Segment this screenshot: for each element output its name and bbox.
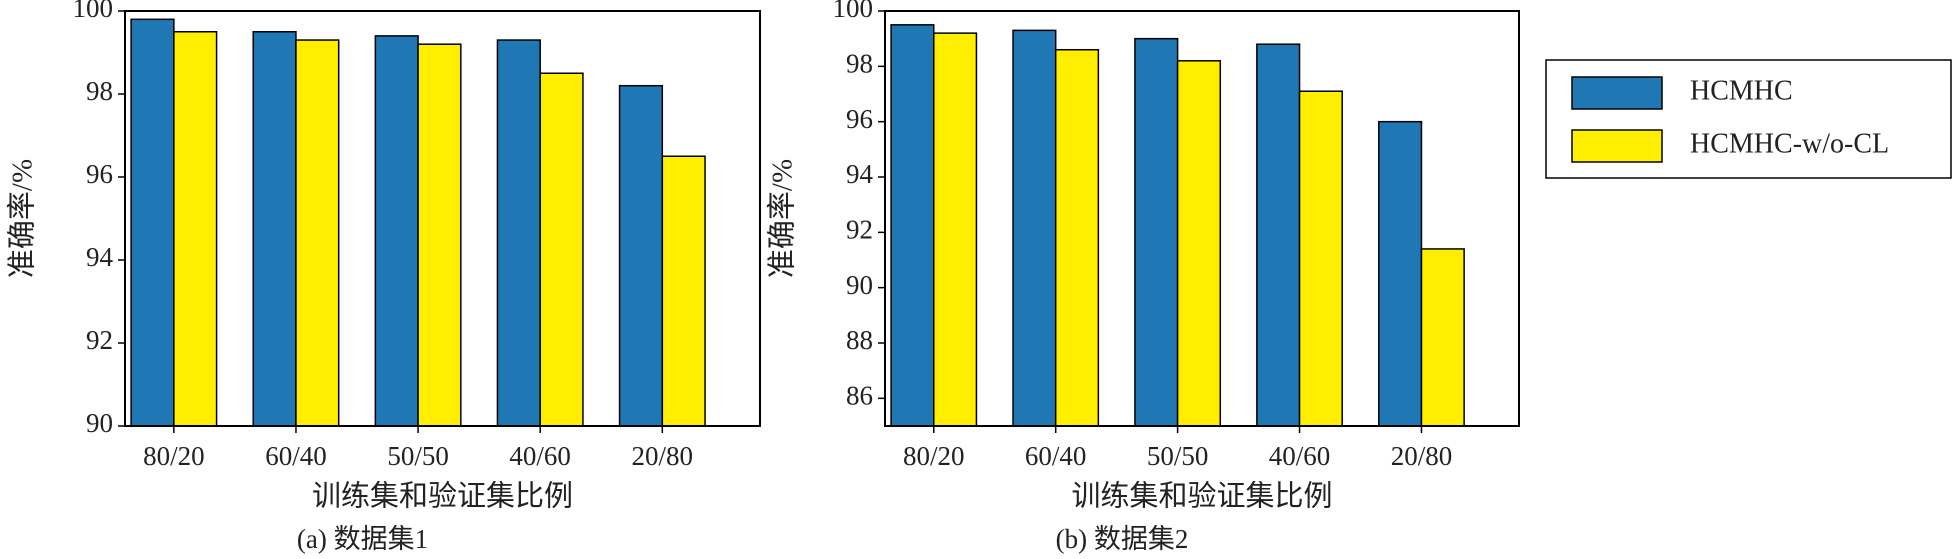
bar — [1134, 37, 1179, 427]
bar — [417, 43, 462, 427]
legend-swatch — [1571, 129, 1663, 163]
y-tick-label: 100 — [833, 0, 874, 23]
x-tick-label: 20/80 — [632, 441, 694, 471]
x-tick-label: 80/20 — [903, 441, 965, 471]
y-tick-label: 94 — [86, 242, 114, 272]
x-tick-label: 40/60 — [509, 441, 571, 471]
y-tick-label: 86 — [846, 381, 873, 411]
bar — [1298, 90, 1343, 427]
bar — [295, 39, 340, 427]
x-tick-label: 50/50 — [387, 441, 449, 471]
y-tick-label: 96 — [86, 159, 113, 189]
caption: (a) 数据集1 — [297, 524, 428, 554]
x-axis-label: 训练集和验证集比例 — [1071, 480, 1332, 513]
legend-label: HCMHC — [1690, 75, 1793, 106]
bar — [252, 31, 297, 427]
bar — [173, 31, 218, 427]
bar — [130, 18, 175, 427]
x-tick-label: 50/50 — [1147, 441, 1209, 471]
bar — [539, 72, 584, 427]
y-tick-label: 90 — [846, 270, 873, 300]
y-tick-label: 88 — [846, 325, 873, 355]
bar — [1054, 48, 1100, 427]
bar — [1176, 60, 1222, 427]
x-tick-label: 40/60 — [1269, 441, 1331, 471]
bar — [1378, 120, 1423, 427]
x-tick-label: 80/20 — [143, 441, 205, 471]
bar — [374, 35, 419, 427]
x-axis-label: 训练集和验证集比例 — [312, 480, 573, 513]
x-tick-label: 20/80 — [1391, 441, 1453, 471]
y-tick-label: 90 — [86, 408, 113, 438]
y-tick-label: 100 — [73, 0, 114, 23]
y-axis-label: 准确率/% — [766, 159, 799, 278]
bar — [933, 32, 978, 427]
y-tick-label: 92 — [86, 325, 113, 355]
x-tick-label: 60/40 — [1025, 441, 1087, 471]
bar — [496, 39, 541, 427]
bar — [618, 84, 664, 427]
legend-swatch — [1571, 76, 1663, 110]
bar — [1012, 29, 1057, 427]
y-tick-label: 98 — [86, 76, 113, 106]
y-tick-label: 92 — [846, 215, 873, 245]
bar — [661, 155, 706, 427]
y-axis-label: 准确率/% — [6, 159, 39, 278]
y-tick-label: 94 — [846, 159, 874, 189]
x-tick-label: 60/40 — [265, 441, 327, 471]
legend-label: HCMHC-w/o-CL — [1690, 128, 1889, 159]
bar — [1420, 248, 1465, 427]
bar — [1256, 43, 1301, 427]
plot-frame — [124, 10, 761, 427]
y-tick-label: 98 — [846, 49, 873, 79]
bar — [890, 24, 935, 427]
y-tick-label: 96 — [846, 104, 873, 134]
caption: (b) 数据集2 — [1056, 524, 1189, 554]
plot-frame — [884, 10, 1520, 427]
